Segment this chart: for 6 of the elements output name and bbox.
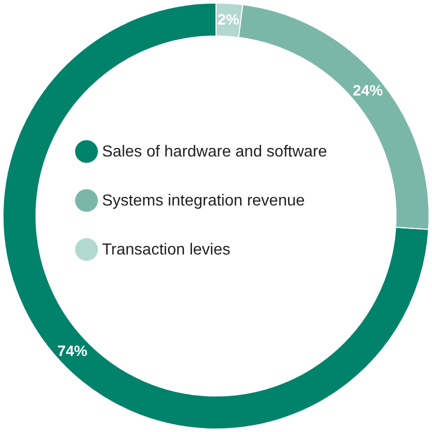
legend-label: Sales of hardware and software <box>102 144 328 160</box>
data-label: 74% <box>57 342 88 360</box>
legend-label: Systems integration revenue <box>102 192 305 210</box>
data-label: 2% <box>218 11 240 28</box>
data-label: 24% <box>352 82 383 100</box>
legend-label: Transaction levies <box>102 242 230 258</box>
